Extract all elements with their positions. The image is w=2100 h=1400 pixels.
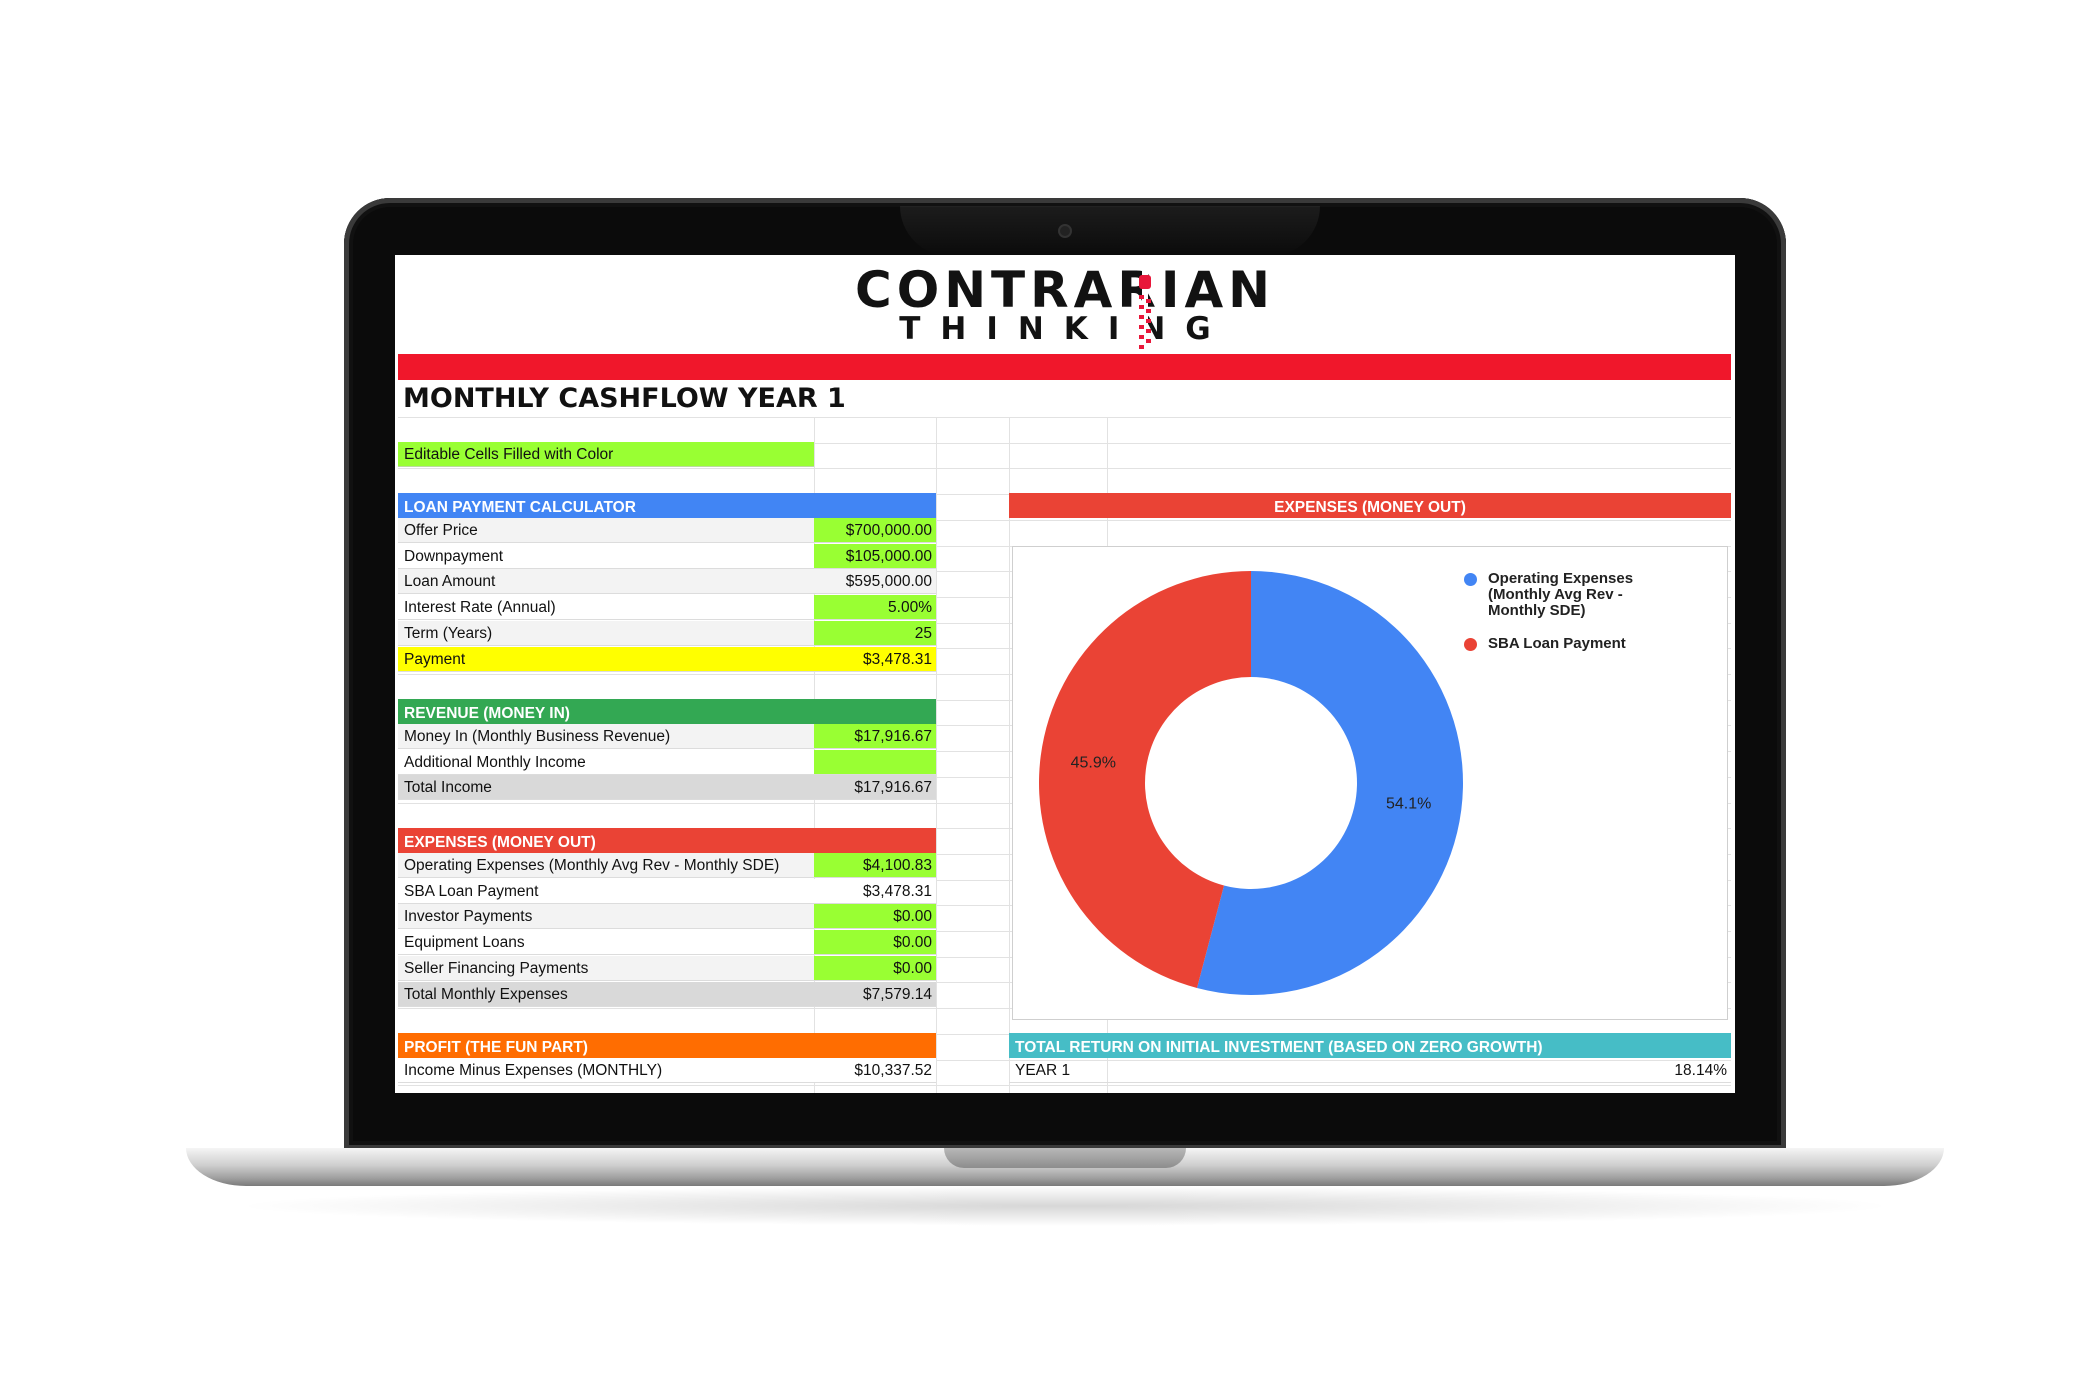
legend-dot-blue [1464, 573, 1477, 586]
loan-row-label: Interest Rate (Annual) [398, 595, 814, 621]
loan-row-value[interactable]: $105,000.00 [814, 543, 936, 569]
laptop-shadow [230, 1186, 1900, 1226]
laptop-notch [944, 1148, 1186, 1168]
grid-line [398, 1085, 1731, 1087]
expenses-row-label: Seller Financing Payments [398, 955, 814, 981]
expenses-row-value[interactable]: $7,579.14 [814, 981, 936, 1007]
loan-row-label: Offer Price [398, 518, 814, 543]
revenue-header: REVENUE (MONEY IN) [398, 699, 936, 724]
grid-line [1009, 417, 1010, 1093]
loan-row-value[interactable]: 5.00% [814, 595, 936, 621]
sheet-title: MONTHLY CASHFLOW YEAR 1 [403, 383, 846, 414]
expenses-row-value[interactable]: $0.00 [814, 955, 936, 981]
loan-row-value[interactable]: $3,478.31 [814, 646, 936, 672]
expenses-row-value[interactable]: $4,100.83 [814, 853, 936, 878]
expenses-row-label: Investor Payments [398, 904, 814, 930]
loan-row-label: Term (Years) [398, 620, 814, 646]
editable-cells-note: Editable Cells Filled with Color [398, 442, 814, 467]
expenses-row-value[interactable]: $0.00 [814, 904, 936, 930]
logo-wordmark-top: CONTRARIAN [855, 261, 1275, 319]
expenses-donut-chart[interactable]: 54.1% 45.9% Operating Expenses (Monthly A… [1012, 546, 1728, 1020]
loan-row-label: Downpayment [398, 543, 814, 569]
expenses-row-label: Total Monthly Expenses [398, 981, 814, 1007]
profit-row-label: Income Minus Expenses (MONTHLY) [398, 1058, 814, 1083]
revenue-row-label: Money In (Monthly Business Revenue) [398, 724, 814, 749]
donut-data-label: 45.9% [1071, 755, 1116, 772]
expenses-row-label: Operating Expenses (Monthly Avg Rev - Mo… [398, 853, 814, 878]
revenue-row-value[interactable]: $17,916.67 [814, 724, 936, 749]
profit-row-value[interactable]: $10,337.52 [814, 1058, 936, 1083]
lid-glare [900, 206, 1320, 256]
loan-row-label: Payment [398, 646, 814, 672]
grid-line [936, 417, 937, 1093]
revenue-row-label: Additional Monthly Income [398, 749, 814, 775]
logo-wordmark-bottom: THINKING [899, 311, 1231, 347]
expenses-row-value[interactable]: $0.00 [814, 930, 936, 956]
legend-item-sba-loan[interactable]: SBA Loan Payment [1464, 635, 1626, 652]
webcam-icon [1060, 226, 1070, 236]
loan-row-value[interactable]: $700,000.00 [814, 518, 936, 543]
grid-line [398, 468, 1731, 470]
total-return-year-label: YEAR 1 [1009, 1058, 1107, 1083]
legend-label-line: SBA Loan Payment [1488, 635, 1626, 652]
legend-dot-red [1464, 638, 1477, 651]
expenses-row-value[interactable]: $3,478.31 [814, 878, 936, 904]
zipper-icon [1139, 265, 1151, 353]
grid-line [398, 1059, 1731, 1061]
donut-slice-operating-expenses[interactable] [1196, 571, 1463, 995]
revenue-row-label: Total Income [398, 775, 814, 801]
revenue-row-value[interactable]: $17,916.67 [814, 775, 936, 801]
legend-label-line: Monthly SDE) [1488, 602, 1586, 619]
donut-chart-svg: 54.1% 45.9% [1039, 571, 1463, 995]
expenses-row-label: SBA Loan Payment [398, 878, 814, 904]
expenses-header: EXPENSES (MONEY OUT) [398, 828, 936, 853]
loan-row-value[interactable]: $595,000.00 [814, 569, 936, 595]
total-return-header: TOTAL RETURN ON INITIAL INVESTMENT (BASE… [1009, 1033, 1731, 1058]
total-return-year-value[interactable]: 18.14% [1107, 1058, 1731, 1083]
chart-header: EXPENSES (MONEY OUT) [1009, 493, 1731, 518]
legend-label-line: Operating Expenses [1488, 570, 1634, 587]
grid-line [398, 519, 1731, 521]
loan-row-label: Loan Amount [398, 569, 814, 595]
grid-line [398, 442, 1731, 444]
donut-data-label: 54.1% [1386, 795, 1431, 812]
legend-item-operating-expenses[interactable]: Operating Expenses (Monthly Avg Rev - Mo… [1464, 570, 1634, 619]
expenses-row-label: Equipment Loans [398, 930, 814, 956]
grid-line [398, 417, 1731, 418]
title-banner [398, 354, 1731, 380]
revenue-row-value[interactable] [814, 749, 936, 775]
donut-slice-sba-loan-payment[interactable] [1039, 571, 1251, 989]
profit-header: PROFIT (THE FUN PART) [398, 1033, 936, 1058]
legend-label-line: (Monthly Avg Rev - [1488, 586, 1623, 603]
loan-row-value[interactable]: 25 [814, 620, 936, 646]
spreadsheet-screen: CONTRARIAN THINKING MONTHLY CASHFLOW YEA… [395, 255, 1735, 1093]
loan-calculator-header: LOAN PAYMENT CALCULATOR [398, 493, 936, 518]
